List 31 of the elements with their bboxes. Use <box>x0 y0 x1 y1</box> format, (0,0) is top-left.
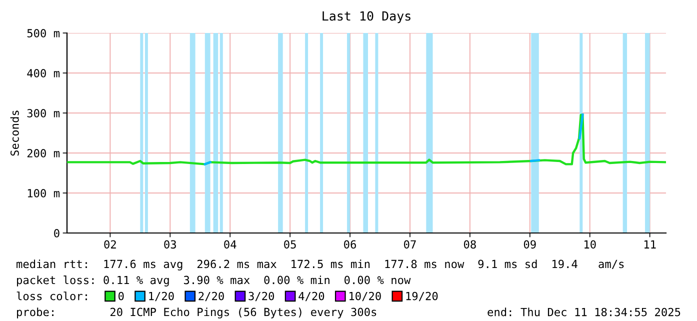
legend-title: loss color: <box>16 292 87 300</box>
legend-label: 4/20 <box>298 292 324 302</box>
text: probe: 20 ICMP Echo Pings (56 Bytes) every 300s <box>17 308 376 318</box>
legend-label: 2/20 <box>198 292 224 302</box>
y-axis-title: Seconds <box>10 110 19 156</box>
legend-label: 0 <box>118 292 124 300</box>
text: median rtt: 177.6 ms avg 296.2 ms max 172.5 ms min 177.8 ms now 9.1 ms sd 19.4 am/s <box>16 260 624 270</box>
x-tick-label: 10 <box>584 240 596 249</box>
legend-label: 3/20 <box>248 292 274 302</box>
x-tick-label: 09 <box>524 240 536 249</box>
text: packet loss: 0.11 % avg 3.90 % max 0.00 % min 0.00 % now <box>17 276 411 286</box>
legend-label: 19/20 <box>406 292 438 302</box>
y-tick-label: 100 m <box>28 189 60 198</box>
legend-label: 1/20 <box>149 292 174 302</box>
text: end: Thu Dec 11 18:34:55 2025 <box>488 308 680 316</box>
x-tick-label: 06 <box>344 240 356 249</box>
chart-title: Last 10 Days <box>322 11 410 24</box>
y-tick-label: 300 m <box>27 109 60 118</box>
y-tick-label: 500 m <box>27 29 60 38</box>
x-tick-label: 07 <box>404 240 416 249</box>
y-tick-label: 0 <box>54 229 60 238</box>
line-series <box>67 113 666 166</box>
legend-label: 10/20 <box>349 292 381 302</box>
x-tick-label: 05 <box>284 240 296 249</box>
x-tick-label: 04 <box>224 240 236 249</box>
x-tick-label: 02 <box>104 240 116 249</box>
x-tick-label: 03 <box>164 240 176 249</box>
y-tick-label: 400 m <box>27 69 60 78</box>
x-tick-label: 11 <box>644 240 656 248</box>
y-tick-label: 200 m <box>27 149 60 158</box>
x-tick-label: 08 <box>464 240 476 249</box>
